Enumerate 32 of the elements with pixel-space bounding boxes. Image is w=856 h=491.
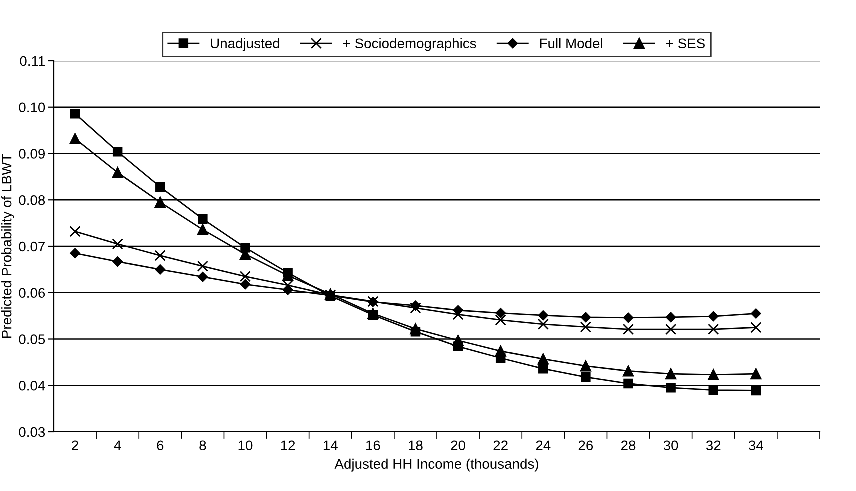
x-tick-label: 8 [200,440,206,451]
x-tick-label: 12 [281,440,296,450]
x-tick-label: 2 [72,440,78,450]
y-tick-label: 0.05 [19,334,46,344]
x-tick-label: 32 [706,440,721,451]
y-tick-label: 0.09 [19,149,46,159]
legend-label: + SES [666,38,705,49]
legend-label: Unadjusted [211,38,280,52]
x-tick-label: 26 [578,440,594,451]
x-tick-label: 10 [238,440,253,451]
y-tick-label: 0.03 [19,427,46,438]
x-tick-label: 28 [621,440,636,451]
x-tick-label: 34 [748,440,764,451]
x-tick-label: 18 [409,440,423,451]
y-tick-label: 0.06 [19,288,46,298]
x-tick-label: 14 [324,440,338,450]
legend-label: + Sociodemographics [344,38,476,52]
y-tick-label: 0.08 [19,195,46,206]
y-axis-title: Predicted Probability of LBWT [2,154,14,338]
y-tick-label: 0.07 [19,242,45,252]
y-tick-label: 0.10 [19,102,46,113]
x-tick-label: 24 [536,440,551,450]
legend-label: Full Model [540,38,602,49]
x-tick-label: 22 [494,440,508,450]
x-tick-label: 16 [366,440,380,451]
x-tick-label: 30 [664,440,678,451]
x-axis-title: Adjusted HH Income (thousands) [334,458,538,472]
x-tick-label: 4 [114,440,122,450]
y-tick-label: 0.04 [19,380,46,391]
y-tick-label: 0.11 [20,56,45,66]
x-tick-label: 20 [451,440,466,451]
x-tick-label: 6 [157,440,164,451]
